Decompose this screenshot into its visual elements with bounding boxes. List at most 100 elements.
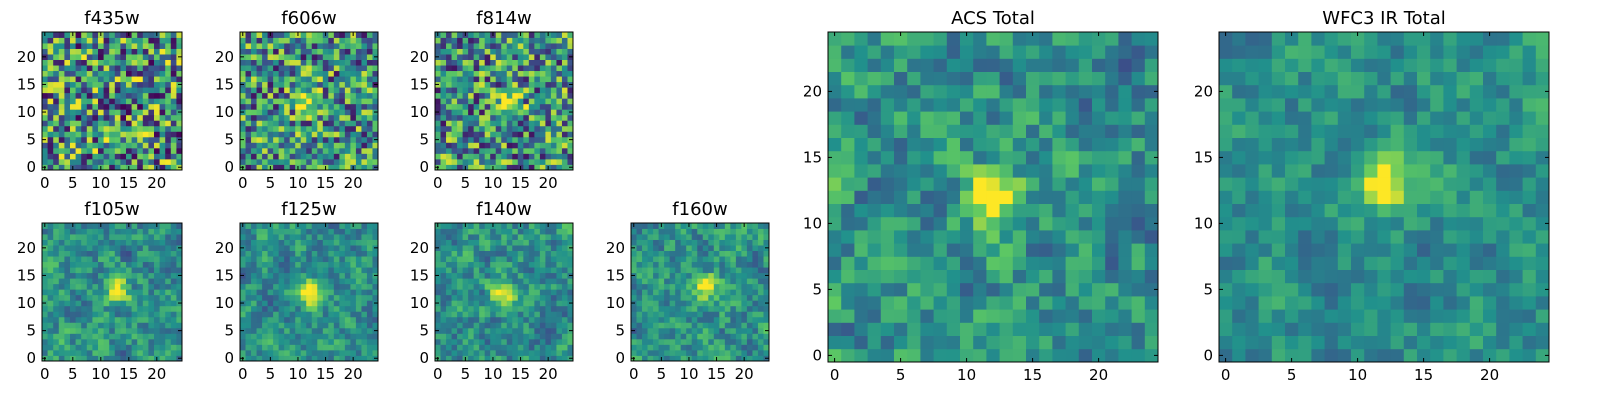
heatmap-cell xyxy=(75,153,82,160)
heatmap-cell xyxy=(350,153,357,160)
heatmap-cell xyxy=(451,338,458,345)
heatmap-cell xyxy=(440,76,447,83)
heatmap-cell xyxy=(517,349,524,356)
heatmap-cell xyxy=(567,65,574,72)
heatmap-cell xyxy=(746,283,753,290)
heatmap-cell xyxy=(120,344,127,351)
heatmap-cell xyxy=(920,190,934,204)
heatmap-cell xyxy=(462,228,469,235)
heatmap-cell xyxy=(686,234,693,240)
heatmap-cell xyxy=(42,338,48,345)
heatmap-cell xyxy=(724,311,731,318)
heatmap-cell xyxy=(658,338,665,345)
heatmap-cell xyxy=(322,300,329,307)
heatmap-cell xyxy=(1012,269,1027,284)
heatmap-cell xyxy=(256,136,263,143)
heatmap-cell xyxy=(317,142,324,149)
heatmap-cell xyxy=(730,311,737,318)
heatmap-cell xyxy=(1026,269,1040,284)
heatmap-cell xyxy=(545,114,552,121)
heatmap-cell xyxy=(366,278,373,285)
heatmap-cell xyxy=(1052,269,1066,284)
heatmap-cell xyxy=(550,261,557,268)
heatmap-cell xyxy=(451,98,458,105)
heatmap-cell xyxy=(841,230,855,244)
heatmap-cell xyxy=(534,87,541,94)
heatmap-cell xyxy=(361,92,368,99)
heatmap-cell xyxy=(98,272,104,279)
heatmap-cell xyxy=(550,234,557,240)
heatmap-cell xyxy=(920,282,934,297)
heatmap-cell xyxy=(300,120,307,127)
heatmap-cell xyxy=(479,158,486,165)
heatmap-cell xyxy=(730,239,737,246)
axes-frame xyxy=(434,222,574,362)
heatmap-cell xyxy=(322,37,329,44)
heatmap-cell xyxy=(828,282,842,297)
heatmap-cell xyxy=(251,294,257,301)
heatmap-cell xyxy=(361,283,368,290)
heatmap-cell xyxy=(350,272,357,279)
heatmap-cell xyxy=(103,305,110,312)
heatmap-cell xyxy=(973,256,987,270)
heatmap-cell xyxy=(333,125,340,132)
heatmap-cell xyxy=(92,65,99,72)
heatmap-cell xyxy=(120,125,127,132)
heatmap-cell xyxy=(170,109,177,116)
heatmap-cell xyxy=(142,267,149,274)
heatmap-cell xyxy=(1118,177,1132,191)
heatmap-cell xyxy=(120,65,127,72)
heatmap-cell xyxy=(148,239,155,246)
heatmap-cell xyxy=(757,349,764,356)
heatmap-cell xyxy=(317,289,324,296)
heatmap-cell xyxy=(735,272,742,279)
heatmap-cell xyxy=(322,294,329,301)
heatmap-cell xyxy=(451,245,458,251)
heatmap-cell xyxy=(512,283,519,290)
heatmap-cell xyxy=(81,147,88,154)
heatmap-cell xyxy=(567,344,574,351)
heatmap-cell xyxy=(479,322,486,329)
heatmap-cell xyxy=(372,76,379,83)
heatmap-cell xyxy=(317,147,324,154)
heatmap-cell xyxy=(126,250,132,257)
heatmap-cell xyxy=(933,322,948,336)
heatmap-cell xyxy=(262,311,268,318)
heatmap-cell xyxy=(534,239,541,246)
heatmap-cell xyxy=(680,289,687,296)
heatmap-cell xyxy=(545,267,552,274)
heatmap-cell xyxy=(708,261,715,268)
heatmap-cell xyxy=(658,294,665,301)
heatmap-cell xyxy=(986,164,1000,178)
heatmap-cell xyxy=(311,289,318,296)
heatmap-cell xyxy=(880,164,895,178)
heatmap-cell xyxy=(702,223,709,229)
heatmap-cell xyxy=(653,228,659,235)
heatmap-cell xyxy=(550,333,557,340)
heatmap-cell xyxy=(98,294,104,301)
heatmap-cell xyxy=(98,70,104,77)
heatmap-cell xyxy=(973,216,987,231)
heatmap-cell xyxy=(142,327,149,334)
heatmap-cell xyxy=(920,296,934,310)
heatmap-cell xyxy=(109,322,116,329)
heatmap-cell xyxy=(528,355,535,362)
heatmap-cell xyxy=(322,272,329,279)
heatmap-cell xyxy=(686,250,693,257)
heatmap-cell xyxy=(534,70,541,77)
heatmap-cell xyxy=(372,87,379,94)
heatmap-cell xyxy=(539,70,546,77)
heatmap-cell xyxy=(528,92,535,99)
heatmap-cell xyxy=(506,338,513,345)
heatmap-cell xyxy=(142,316,149,323)
heatmap-cell xyxy=(361,289,368,296)
heatmap-cell xyxy=(98,125,104,132)
heatmap-cell xyxy=(109,92,116,99)
heatmap-cell xyxy=(53,278,60,285)
heatmap-cell xyxy=(350,142,357,149)
heatmap-cell xyxy=(126,54,132,60)
heatmap-cell xyxy=(669,267,676,274)
heatmap-cell xyxy=(131,355,138,362)
heatmap-cell xyxy=(506,267,513,274)
